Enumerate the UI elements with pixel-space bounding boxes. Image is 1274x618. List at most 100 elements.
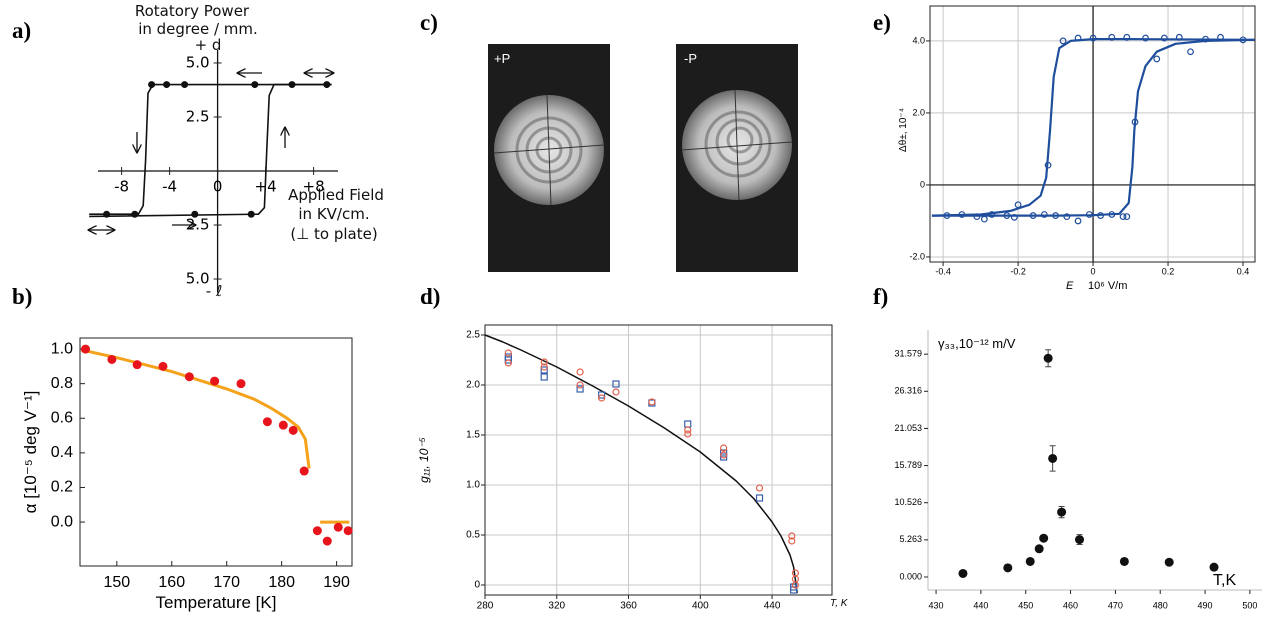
marker [720,451,728,459]
panel-label: e) [873,10,891,35]
marker [1202,35,1209,43]
y-tick-label: 2.5 [186,107,210,125]
x-tick-label: 320 [548,601,565,612]
x-tick-label: 0 [213,178,223,196]
marker [504,356,512,364]
x-tick-label: 490 [1198,600,1213,610]
marker [1119,213,1127,221]
marker [1153,55,1161,63]
marker [1048,453,1058,463]
marker [191,210,199,218]
marker [1089,34,1097,42]
x-tick-label: 400 [692,601,709,612]
y-tick-label: 1.0 [51,340,73,357]
marker [720,444,728,452]
marker [1003,212,1011,219]
y-tick-label: -2.0 [909,251,925,261]
y-tick-label: 0 [920,179,925,189]
marker [598,391,606,399]
marker [720,449,728,457]
x-tick-label: 480 [1153,600,1168,610]
curve [931,38,1255,217]
title-line: Rotatory Power [135,2,250,20]
photo: -P [676,44,798,272]
marker [288,425,298,435]
x-label: T,K [1213,572,1236,589]
marker [1097,212,1104,219]
y-label: γ₃₃,10⁻¹² m/V [938,336,1016,351]
marker [262,417,272,427]
curve [89,83,332,218]
axis-end-label: + d [195,36,222,54]
y-label: α [10⁻⁵ deg V⁻¹] [21,391,40,514]
y-tick-label: 0 [474,580,480,591]
x-tick-label: 180 [268,574,295,591]
marker [684,426,692,434]
marker [988,211,996,218]
y-tick-label: 0.2 [51,479,73,496]
marker [236,379,246,389]
x-tick-label: 0.4 [1237,266,1250,276]
marker [958,568,968,578]
panel-label: f) [873,284,888,309]
x-tick-label: 160 [158,574,185,591]
x-tick-label: 440 [973,600,988,610]
marker [576,385,584,393]
arrows [89,73,333,230]
marker [1123,213,1131,221]
marker [1085,211,1093,218]
curve [80,348,311,469]
curve [931,38,1255,217]
marker [1059,37,1067,45]
marker [148,81,156,89]
marker [1239,36,1247,44]
panel-label: c) [420,10,438,35]
x-tick-label: 360 [620,601,637,612]
y-tick-label: 15.789 [894,460,922,470]
marker [333,522,343,532]
marker [1209,562,1219,572]
marker [278,420,288,430]
marker [755,494,764,502]
marker [132,360,142,370]
marker [1142,34,1149,42]
marker [648,398,656,406]
marker [1164,557,1174,567]
marker [755,484,764,492]
y-tick-label: 1.5 [466,430,480,441]
marker [788,532,796,540]
marker [1034,544,1044,554]
x-label: 10⁶ V/m [1088,280,1127,292]
marker [576,381,584,389]
marker [343,526,353,536]
plot-frame [484,324,833,596]
marker [504,359,512,367]
x-tick-label: -4 [162,178,177,196]
x-tick-label: 500 [1242,600,1257,610]
marker [980,215,988,223]
y-tick-label: 0.5 [466,530,480,541]
marker [540,363,548,371]
x-tick-label: 450 [1018,600,1033,610]
marker [958,211,966,218]
marker [1029,212,1037,219]
marker [1119,556,1129,566]
marker [210,376,220,386]
x-tick-label: 170 [213,574,240,591]
curve [89,83,332,215]
y-tick-label: 2.0 [466,380,480,391]
y-label: g₁₁, 10⁻⁵ [417,437,431,483]
x-tick-label: 190 [323,574,350,591]
x-label: T, K [830,598,849,609]
marker [1057,507,1067,517]
panel-label: b) [12,284,32,309]
y-tick-label: 0.4 [51,444,73,461]
marker [791,581,799,589]
panel-label: d) [420,284,440,309]
x-label-line: Applied Field [288,186,384,204]
x-label-line: (⊥ to plate) [290,225,377,243]
marker [504,349,512,357]
x-label-line: in KV/cm. [298,205,369,223]
y-tick-label: 5.0 [186,53,210,71]
